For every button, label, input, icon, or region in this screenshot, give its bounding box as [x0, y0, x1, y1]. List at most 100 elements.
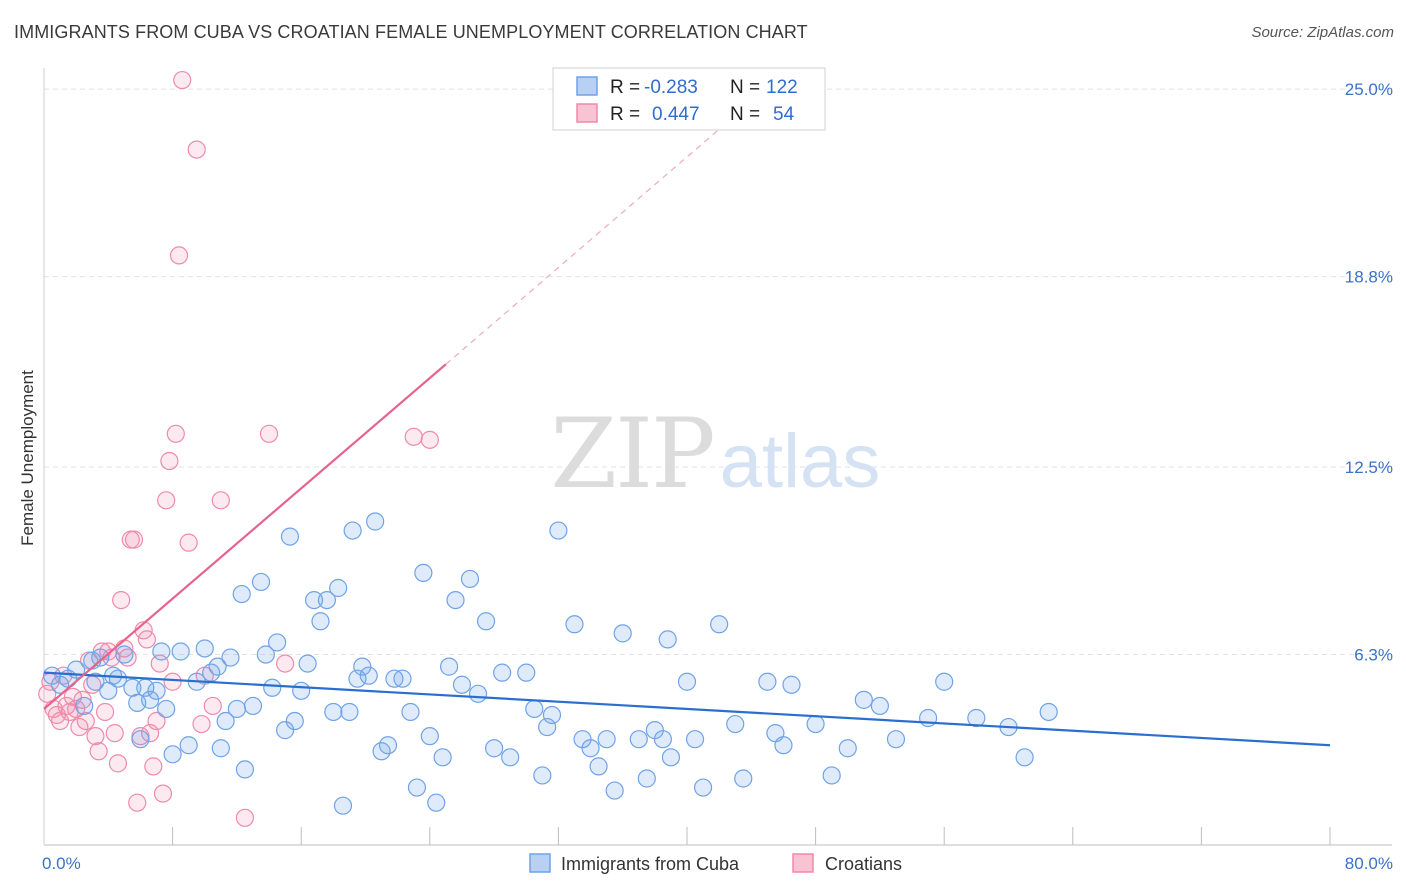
chart-source: Source: ZipAtlas.com: [1251, 24, 1394, 41]
cuba-point: [179, 736, 198, 755]
cuba-point: [1039, 702, 1058, 722]
cuba-point: [460, 569, 480, 589]
cuba-point: [525, 699, 544, 719]
legend-n-label-2: N =: [730, 104, 760, 125]
cuba-point: [407, 778, 427, 797]
cuba-point: [538, 717, 557, 737]
croatians-point: [235, 808, 255, 827]
watermark: ZIP atlas: [550, 398, 880, 510]
cuba-point: [216, 711, 235, 731]
cuba-point: [251, 572, 271, 592]
cuba-point: [267, 633, 287, 652]
cuba-point: [967, 708, 986, 728]
croatians-trend-line: [43, 363, 447, 710]
croatians-point: [420, 430, 439, 449]
legend-r-value-1: -0.283: [644, 77, 698, 98]
cuba-point: [91, 648, 110, 667]
croatians-point: [108, 754, 128, 773]
cuba-point: [171, 642, 190, 661]
cuba-point: [433, 748, 452, 767]
cuba-point: [485, 739, 504, 758]
legend-n-value-1: 122: [766, 77, 798, 98]
cuba-point: [235, 760, 255, 779]
cuba-point: [589, 757, 608, 776]
cuba-point: [393, 669, 412, 688]
cuba-point: [493, 663, 512, 682]
croatians-point: [118, 648, 137, 667]
croatians-point: [179, 533, 198, 552]
croatians-point: [192, 714, 211, 734]
cuba-point: [131, 730, 150, 749]
cuba-point: [86, 672, 105, 691]
croatians-point: [105, 724, 124, 743]
y-tick-label-3: 25.0%: [1345, 80, 1393, 99]
cuba-point: [263, 678, 282, 697]
cuba-point: [468, 684, 488, 703]
cuba-point: [311, 612, 330, 631]
croatians-point: [147, 711, 166, 731]
bottom-legend-label-cuba: Immigrants from Cuba: [561, 854, 740, 874]
croatians-point: [203, 696, 222, 716]
cuba-point: [340, 702, 359, 722]
cuba-point: [211, 739, 230, 758]
cuba-point: [298, 654, 317, 673]
croatians-trend-extension: [445, 73, 784, 365]
legend-r-value-2: 0.447: [652, 104, 700, 125]
cuba-point: [542, 705, 562, 725]
cuba-point: [693, 778, 713, 797]
cuba-point: [329, 578, 348, 598]
cuba-point: [661, 748, 681, 767]
cuba-point: [549, 521, 568, 540]
cuba-point: [324, 702, 343, 722]
cuba-point: [1015, 748, 1034, 767]
bottom-legend-swatch-blue: [529, 853, 551, 873]
cuba-points: [42, 512, 1058, 815]
cuba-point: [637, 769, 656, 788]
cuba-point: [285, 711, 304, 731]
cuba-point: [533, 766, 552, 785]
cuba-point: [782, 675, 801, 694]
legend-swatch-blue: [576, 76, 598, 96]
cuba-point: [685, 730, 705, 749]
croatians-point: [76, 711, 95, 731]
cuba-point: [304, 590, 324, 610]
cuba-point: [75, 696, 94, 716]
croatians-point: [89, 742, 108, 761]
cuba-point: [758, 672, 777, 691]
croatians-point: [169, 246, 189, 265]
cuba-point: [581, 739, 600, 758]
axes: [43, 68, 1392, 846]
cuba-point: [565, 615, 584, 634]
x-tick-label-1: 80.0%: [1345, 854, 1393, 873]
cuba-point: [343, 521, 362, 540]
croatians-point: [112, 590, 131, 610]
cuba-point: [317, 590, 337, 610]
cuba-point: [838, 739, 857, 758]
cuba-point: [806, 714, 825, 734]
bottom-legend-swatch-pink: [792, 853, 814, 873]
cuba-point: [115, 645, 134, 664]
cuba-point: [163, 745, 182, 764]
croatians-point: [187, 140, 206, 159]
cuba-point: [653, 730, 672, 749]
croatians-point: [86, 727, 105, 746]
cuba-point: [822, 766, 841, 785]
cuba-trend-line: [43, 671, 1331, 747]
bottom-legend: Immigrants from Cuba Croatians: [529, 853, 902, 874]
cuba-point: [227, 699, 246, 719]
cuba-point: [152, 642, 171, 661]
cuba-point: [208, 657, 227, 676]
cuba-point: [256, 645, 275, 664]
cuba-point: [427, 793, 446, 812]
croatians-point: [163, 672, 182, 691]
legend-r-label-2: R =: [610, 104, 640, 125]
croatians-point: [128, 793, 147, 812]
cuba-point: [108, 669, 128, 688]
y-tick-label-0: 6.3%: [1354, 646, 1393, 665]
y-tick-label-2: 18.8%: [1345, 268, 1393, 287]
croatians-point: [259, 424, 279, 443]
y-tick-label-1: 12.5%: [1345, 458, 1393, 477]
trend-lines: [43, 73, 1331, 747]
cuba-point: [276, 721, 295, 740]
